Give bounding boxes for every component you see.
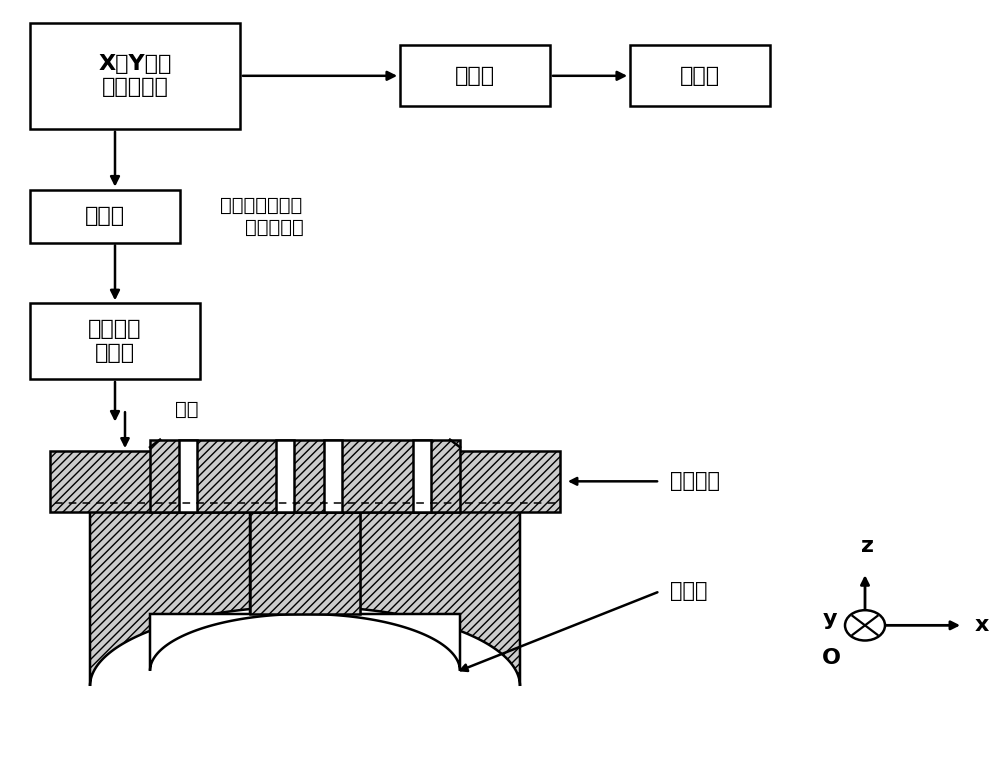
Bar bbox=[30, 303, 200, 379]
Text: y: y bbox=[822, 609, 837, 629]
Bar bbox=[50, 451, 560, 512]
Bar bbox=[30, 190, 180, 243]
Bar bbox=[400, 45, 550, 106]
Bar bbox=[276, 440, 294, 512]
Polygon shape bbox=[90, 512, 520, 686]
Text: 电极基座: 电极基座 bbox=[670, 471, 720, 491]
Bar bbox=[30, 23, 240, 129]
Text: 光谱共焦
传感器: 光谱共焦 传感器 bbox=[88, 320, 142, 362]
Polygon shape bbox=[150, 512, 460, 671]
Text: （可实现水平、
    俰仰调整）: （可实现水平、 俰仰调整） bbox=[220, 196, 304, 236]
Text: x: x bbox=[975, 615, 989, 635]
Text: 光线: 光线 bbox=[175, 399, 198, 419]
Text: 谐振子: 谐振子 bbox=[670, 581, 708, 601]
Text: O: O bbox=[822, 648, 840, 668]
Text: z: z bbox=[862, 536, 874, 556]
Circle shape bbox=[845, 610, 885, 641]
Text: 调整架: 调整架 bbox=[85, 206, 125, 226]
Text: X、Y方向
二维位移台: X、Y方向 二维位移台 bbox=[98, 55, 172, 97]
Text: 计算机: 计算机 bbox=[680, 66, 720, 86]
Text: 控制器: 控制器 bbox=[455, 66, 495, 86]
Bar bbox=[179, 440, 197, 512]
Bar bbox=[630, 45, 770, 106]
Bar bbox=[413, 440, 431, 512]
Bar bbox=[324, 440, 342, 512]
Bar bbox=[150, 440, 460, 512]
Bar bbox=[250, 512, 360, 614]
